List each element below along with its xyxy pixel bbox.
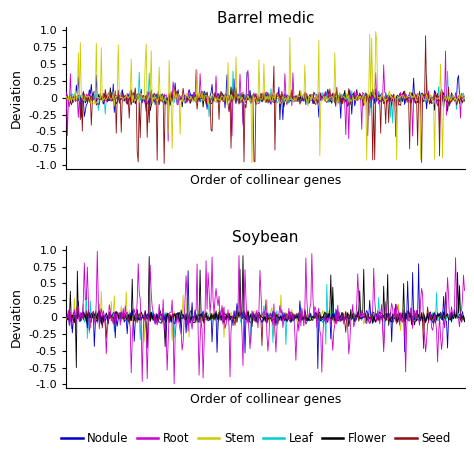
Title: Soybean: Soybean [232, 230, 299, 245]
Y-axis label: Deviation: Deviation [10, 68, 23, 128]
Y-axis label: Deviation: Deviation [10, 287, 23, 347]
Title: Barrel medic: Barrel medic [217, 11, 314, 26]
Legend: Nodule, Root, Stem, Leaf, Flower, Seed: Nodule, Root, Stem, Leaf, Flower, Seed [56, 427, 456, 450]
X-axis label: Order of collinear genes: Order of collinear genes [190, 174, 341, 187]
X-axis label: Order of collinear genes: Order of collinear genes [190, 393, 341, 406]
